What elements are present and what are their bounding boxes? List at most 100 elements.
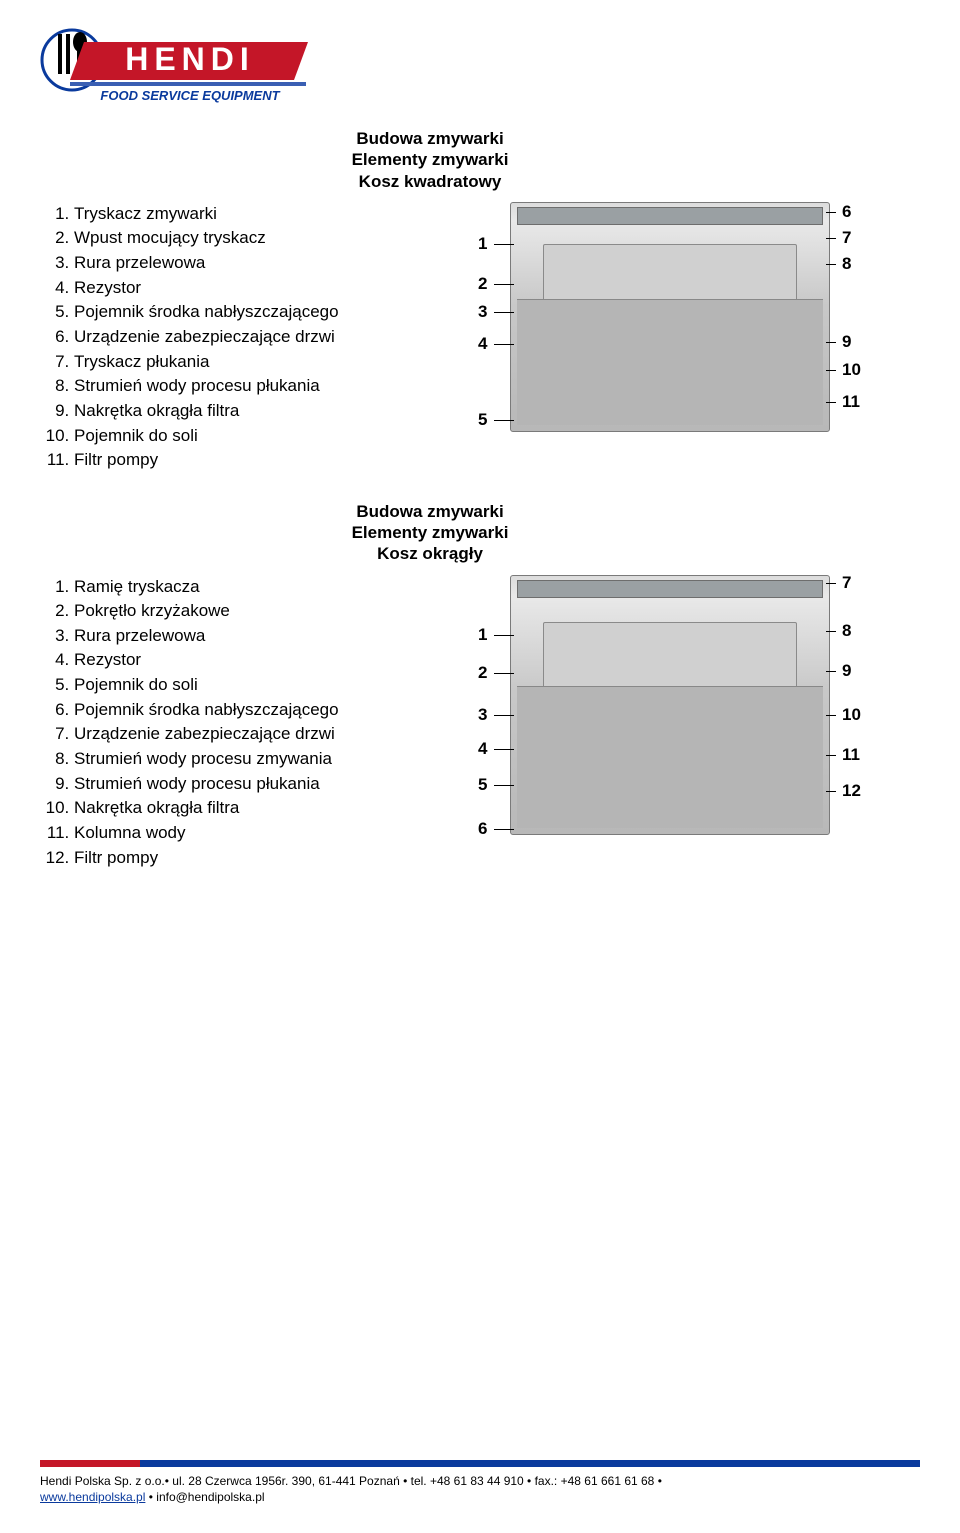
footer-text: Hendi Polska Sp. z o.o.• ul. 28 Czerwca … [40, 1473, 920, 1505]
section1-list: Tryskacz zmywarkiWpust mocujący tryskacz… [40, 192, 460, 473]
lead-line [826, 370, 836, 371]
callout-left-1: 1 [478, 234, 487, 254]
lead-line [826, 342, 836, 343]
footer-bar-red [40, 1460, 140, 1467]
section2: Ramię tryskaczaPokrętło krzyżakoweRura p… [40, 565, 920, 885]
list-item: Tryskacz płukania [74, 350, 460, 375]
section1-diagram-col: 1 2 3 4 5 6 7 8 9 10 11 [460, 192, 920, 472]
list-item: Strumień wody procesu płukania [74, 772, 460, 797]
lead-line [826, 402, 836, 403]
section2-title-line2: Elementy zmywarki [0, 522, 920, 543]
section1-title-line3: Kosz kwadratowy [0, 171, 920, 192]
lead-line [494, 829, 514, 830]
machine-illustration [510, 575, 830, 835]
list-item: Wpust mocujący tryskacz [74, 226, 460, 251]
list-item: Strumień wody procesu płukania [74, 374, 460, 399]
callout-right-7: 7 [842, 228, 851, 248]
lead-line [826, 583, 836, 584]
lead-line [826, 671, 836, 672]
lead-line [494, 420, 514, 421]
lead-line [494, 344, 514, 345]
list-item: Pojemnik środka nabłyszczającego [74, 300, 460, 325]
callout-right-11: 11 [842, 392, 860, 412]
footer-link-website[interactable]: www.hendipolska.pl [40, 1490, 145, 1504]
list-item: Strumień wody procesu zmywania [74, 747, 460, 772]
footer-bar-blue [140, 1460, 920, 1467]
callout-left-1: 1 [478, 625, 487, 645]
callout-right-10: 10 [842, 705, 861, 725]
logo-brand-text: HENDI [125, 41, 255, 77]
list-item: Pojemnik do soli [74, 673, 460, 698]
list-item: Tryskacz zmywarki [74, 202, 460, 227]
list-item: Pokrętło krzyżakowe [74, 599, 460, 624]
lead-line [494, 284, 514, 285]
callout-right-8: 8 [842, 254, 851, 274]
callout-right-12: 12 [842, 781, 861, 801]
lead-line [826, 264, 836, 265]
list-item: Urządzenie zabezpieczające drzwi [74, 722, 460, 747]
callout-left-3: 3 [478, 705, 487, 725]
lead-line [494, 635, 514, 636]
section2-list: Ramię tryskaczaPokrętło krzyżakoweRura p… [40, 565, 460, 871]
section1-ol: Tryskacz zmywarkiWpust mocujący tryskacz… [74, 202, 460, 473]
list-item: Rura przelewowa [74, 251, 460, 276]
list-item: Kolumna wody [74, 821, 460, 846]
footer-sep: • [145, 1490, 156, 1504]
callout-left-5: 5 [478, 410, 487, 430]
list-item: Rezystor [74, 648, 460, 673]
machine-illustration [510, 202, 830, 432]
callout-left-5: 5 [478, 775, 487, 795]
callout-left-4: 4 [478, 334, 487, 354]
list-item: Rura przelewowa [74, 624, 460, 649]
callout-left-2: 2 [478, 663, 487, 683]
lead-line [826, 212, 836, 213]
callout-right-9: 9 [842, 332, 851, 352]
section2-title-line3: Kosz okrągły [0, 543, 920, 564]
list-item: Rezystor [74, 276, 460, 301]
lead-line [494, 749, 514, 750]
callout-left-4: 4 [478, 739, 487, 759]
lead-line [826, 715, 836, 716]
hendi-logo-svg: HENDI FOOD SERVICE EQUIPMENT [40, 20, 320, 110]
section2-title-line1: Budowa zmywarki [0, 501, 920, 522]
callout-left-2: 2 [478, 274, 487, 294]
lead-line [494, 715, 514, 716]
footer-email: info@hendipolska.pl [156, 1490, 264, 1504]
lead-line [826, 238, 836, 239]
callout-right-7: 7 [842, 573, 851, 593]
list-item: Filtr pompy [74, 846, 460, 871]
list-item: Filtr pompy [74, 448, 460, 473]
callout-right-11: 11 [842, 745, 860, 765]
callout-right-9: 9 [842, 661, 851, 681]
callout-right-6: 6 [842, 202, 851, 222]
lead-line [826, 755, 836, 756]
callout-right-10: 10 [842, 360, 861, 380]
section1-title: Budowa zmywarki Elementy zmywarki Kosz k… [0, 128, 920, 192]
lead-line [494, 244, 514, 245]
brand-logo: HENDI FOOD SERVICE EQUIPMENT [40, 20, 920, 110]
list-item: Ramię tryskacza [74, 575, 460, 600]
section2-ol: Ramię tryskaczaPokrętło krzyżakoweRura p… [74, 575, 460, 871]
list-item: Nakrętka okrągła filtra [74, 796, 460, 821]
logo-tagline-text: FOOD SERVICE EQUIPMENT [100, 88, 280, 103]
section1-title-line2: Elementy zmywarki [0, 149, 920, 170]
list-item: Pojemnik do soli [74, 424, 460, 449]
callout-right-8: 8 [842, 621, 851, 641]
lead-line [494, 312, 514, 313]
section2-diagram: 123456789101112 [470, 565, 870, 885]
footer-bars [40, 1460, 920, 1467]
list-item: Nakrętka okrągła filtra [74, 399, 460, 424]
page-footer: Hendi Polska Sp. z o.o.• ul. 28 Czerwca … [40, 1460, 920, 1505]
callout-left-3: 3 [478, 302, 487, 322]
list-item: Urządzenie zabezpieczające drzwi [74, 325, 460, 350]
section2-diagram-col: 123456789101112 [460, 565, 920, 885]
lead-line [826, 631, 836, 632]
lead-line [826, 791, 836, 792]
lead-line [494, 673, 514, 674]
section2-title: Budowa zmywarki Elementy zmywarki Kosz o… [0, 501, 920, 565]
section1-title-line1: Budowa zmywarki [0, 128, 920, 149]
list-item: Pojemnik środka nabłyszczającego [74, 698, 460, 723]
lead-line [494, 785, 514, 786]
section1-diagram: 1 2 3 4 5 6 7 8 9 10 11 [470, 192, 870, 472]
footer-address: Hendi Polska Sp. z o.o.• ul. 28 Czerwca … [40, 1474, 662, 1488]
